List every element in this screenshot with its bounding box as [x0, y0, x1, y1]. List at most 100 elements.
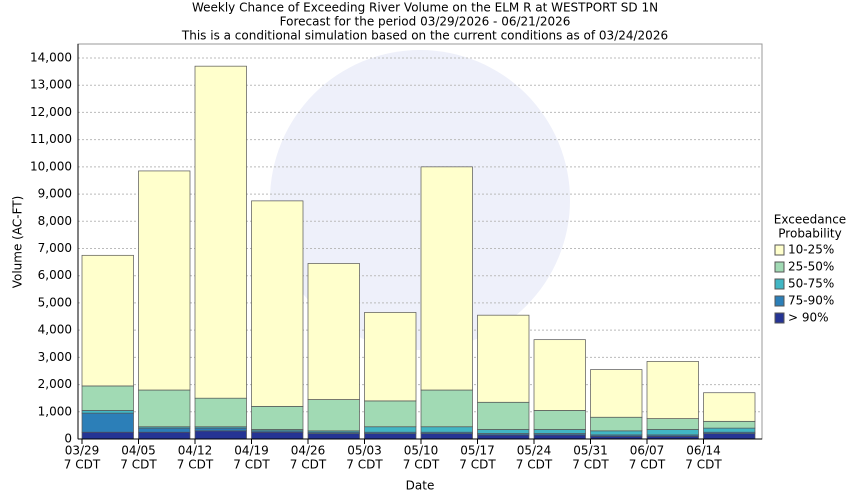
- bar-segment: [590, 369, 643, 418]
- y-tick-label: 4,000: [38, 323, 72, 337]
- x-tick-label: 04/26: [291, 444, 326, 458]
- bar-segment: [646, 361, 699, 419]
- bar-segment: [81, 431, 134, 440]
- y-tick-label: 9,000: [38, 187, 72, 201]
- bar-segment: [533, 429, 586, 434]
- bar-segment: [364, 312, 417, 402]
- legend-label: 75-90%: [788, 294, 834, 308]
- bar-segment: [703, 433, 756, 440]
- bar-segment: [138, 431, 191, 440]
- bar-segment: [477, 401, 530, 430]
- bar-segment: [307, 263, 360, 400]
- bar-segment: [533, 339, 586, 411]
- x-tick-time: 7 CDT: [629, 458, 666, 472]
- bar-segment: [138, 389, 191, 428]
- legend-swatch: [774, 295, 785, 307]
- bar-segment: [194, 65, 247, 399]
- bar-segment: [533, 410, 586, 430]
- bar-segment: [477, 314, 530, 403]
- y-tick-label: 12,000: [30, 105, 72, 119]
- bar-segment: [703, 420, 756, 429]
- bar-segment: [646, 418, 699, 430]
- x-tick-time: 7 CDT: [346, 458, 383, 472]
- bar-segment: [420, 166, 473, 391]
- y-tick-label: 1,000: [38, 404, 72, 418]
- y-tick-label: 8,000: [38, 214, 72, 228]
- bar-segment: [364, 426, 417, 433]
- bar-segment: [590, 416, 643, 432]
- bar-segment: [420, 433, 473, 440]
- bar-segment: [364, 433, 417, 440]
- y-tick-label: 6,000: [38, 268, 72, 282]
- bar-segment: [194, 397, 247, 428]
- x-tick-time: 7 CDT: [572, 458, 609, 472]
- bar-segment: [81, 254, 134, 387]
- x-tick-time: 7 CDT: [516, 458, 553, 472]
- x-tick-time: 7 CDT: [177, 458, 214, 472]
- bar-segment: [81, 385, 134, 411]
- legend-swatch: [774, 312, 785, 324]
- chart-title: Weekly Chance of Exceeding River Volume …: [192, 1, 658, 15]
- legend-swatch: [774, 261, 785, 273]
- y-tick-label: 5,000: [38, 295, 72, 309]
- x-tick-label: 04/19: [234, 444, 269, 458]
- x-tick-label: 05/17: [460, 444, 495, 458]
- bar-segment: [477, 434, 530, 440]
- y-tick-label: 11,000: [30, 132, 72, 146]
- y-tick-label: 14,000: [30, 51, 72, 65]
- legend-label: > 90%: [788, 311, 829, 325]
- bar-segment: [251, 405, 304, 430]
- legend-title: Exceedance: [774, 213, 846, 227]
- x-axis-label: Date: [406, 479, 435, 493]
- x-tick-label: 04/12: [178, 444, 213, 458]
- y-tick-label: 2,000: [38, 377, 72, 391]
- bar-segment: [364, 400, 417, 428]
- legend-swatch: [774, 278, 785, 290]
- x-tick-label: 04/05: [121, 444, 156, 458]
- bar-segment: [420, 426, 473, 433]
- bar-segment: [194, 430, 247, 440]
- bar-segment: [194, 427, 247, 432]
- x-tick-time: 7 CDT: [459, 458, 496, 472]
- x-tick-time: 7 CDT: [685, 458, 722, 472]
- bar-segment: [420, 389, 473, 428]
- bar-segment: [646, 429, 699, 436]
- bar-segment: [307, 433, 360, 440]
- legend-title: Probability: [778, 227, 841, 241]
- y-axis-label: Volume (AC-FT): [11, 196, 25, 289]
- x-tick-time: 7 CDT: [403, 458, 440, 472]
- y-tick-label: 13,000: [30, 78, 72, 92]
- bar-segment: [251, 431, 304, 440]
- x-tick-label: 05/10: [404, 444, 439, 458]
- legend-swatch: [774, 244, 785, 256]
- x-tick-time: 7 CDT: [64, 458, 101, 472]
- x-tick-label: 06/14: [686, 444, 721, 458]
- legend-label: 25-50%: [788, 260, 834, 274]
- bar-segment: [138, 170, 191, 391]
- y-tick-label: 3,000: [38, 350, 72, 364]
- bar-segment: [477, 429, 530, 434]
- x-tick-label: 05/31: [573, 444, 608, 458]
- y-tick-label: 10,000: [30, 159, 72, 173]
- y-tick-label: 7,000: [38, 241, 72, 255]
- legend-label: 10-25%: [788, 243, 834, 257]
- chart-note: This is a conditional simulation based o…: [181, 29, 668, 43]
- x-tick-time: 7 CDT: [290, 458, 327, 472]
- bar-segment: [307, 399, 360, 432]
- bar-segment: [533, 434, 586, 440]
- x-tick-time: 7 CDT: [120, 458, 157, 472]
- x-tick-label: 06/07: [630, 444, 665, 458]
- bar-segment: [81, 410, 134, 414]
- chart-subtitle: Forecast for the period 03/29/2026 - 06/…: [280, 15, 571, 29]
- bar-segment: [251, 200, 304, 407]
- x-tick-label: 03/29: [65, 444, 100, 458]
- x-tick-label: 05/24: [517, 444, 552, 458]
- y-tick-label: 0: [64, 432, 72, 446]
- bar-segment: [138, 427, 191, 433]
- bar-segment: [703, 427, 756, 433]
- bar-segment: [590, 430, 643, 436]
- legend-label: 50-75%: [788, 277, 834, 291]
- bar-segment: [703, 392, 756, 422]
- x-tick-label: 05/03: [347, 444, 382, 458]
